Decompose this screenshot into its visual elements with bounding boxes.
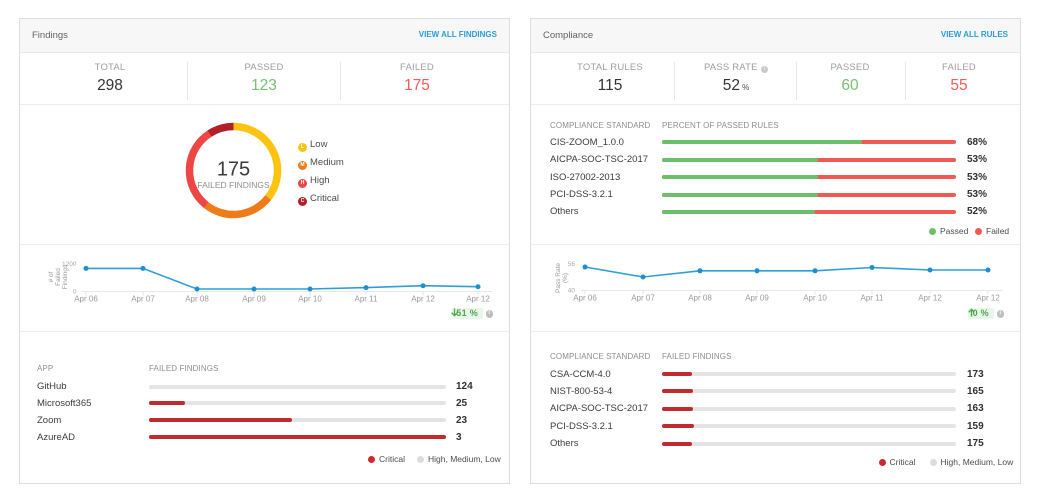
svg-text:56: 56 (568, 261, 576, 268)
svg-text:Pass Rate: Pass Rate (555, 263, 562, 293)
svg-text:Apr 09: Apr 09 (242, 295, 266, 304)
svg-text:(%): (%) (562, 273, 569, 283)
svg-text:Apr 07: Apr 07 (631, 294, 655, 303)
svg-text:1200: 1200 (62, 261, 77, 268)
svg-text:40: 40 (568, 288, 576, 295)
svg-text:Apr 06: Apr 06 (74, 295, 98, 304)
svg-text:Apr 12: Apr 12 (918, 294, 942, 303)
svg-text:175: 175 (217, 159, 250, 181)
svg-text:Apr 10: Apr 10 (803, 294, 827, 303)
svg-text:Apr 09: Apr 09 (745, 294, 769, 303)
svg-text:Apr 08: Apr 08 (185, 295, 209, 304)
svg-text:Apr 12: Apr 12 (976, 294, 1000, 303)
svg-text:0: 0 (73, 289, 77, 296)
svg-text:Apr 07: Apr 07 (131, 295, 155, 304)
svg-text:Apr 08: Apr 08 (688, 294, 712, 303)
svg-text:FAILED FINDINGS: FAILED FINDINGS (197, 180, 270, 190)
svg-text:Apr 06: Apr 06 (573, 294, 597, 303)
svg-text:Findings: Findings (62, 264, 69, 289)
svg-text:Failed: Failed (55, 268, 62, 286)
svg-text:Apr 12: Apr 12 (466, 295, 490, 304)
svg-text:Apr 11: Apr 11 (355, 295, 379, 304)
svg-text:Apr 12: Apr 12 (411, 295, 435, 304)
svg-text:# of: # of (48, 271, 55, 282)
svg-text:Apr 11: Apr 11 (861, 294, 885, 303)
svg-text:Apr 10: Apr 10 (298, 295, 322, 304)
